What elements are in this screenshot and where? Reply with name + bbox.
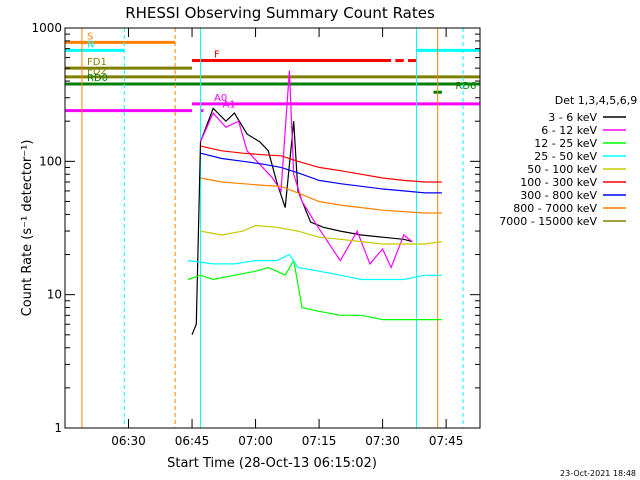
series-line bbox=[200, 152, 442, 194]
y-tick-label: 1000 bbox=[31, 21, 62, 35]
y-axis-label: Count Rate (s⁻¹ detector⁻¹) bbox=[20, 140, 35, 317]
x-tick-label: 07:15 bbox=[302, 434, 337, 448]
y-tick-label: 1 bbox=[54, 421, 62, 435]
timestamp: 23-Oct-2021 18:48 bbox=[560, 469, 636, 478]
legend-entry: 6 - 12 keV bbox=[541, 124, 597, 137]
flag-label: S bbox=[87, 31, 93, 42]
legend-entry: 12 - 25 keV bbox=[534, 137, 597, 150]
series-line bbox=[200, 224, 442, 245]
flag-label: FD1 bbox=[87, 57, 107, 68]
marker-layer bbox=[81, 28, 464, 428]
flag-label: RD6 bbox=[455, 81, 476, 92]
legend-entry: 100 - 300 keV bbox=[520, 176, 597, 189]
x-tick-label: 06:45 bbox=[175, 434, 210, 448]
legend-entry: 800 - 7000 keV bbox=[513, 202, 597, 215]
plot-frame bbox=[64, 27, 481, 429]
series-line bbox=[187, 253, 442, 281]
legend-entry: 50 - 100 keV bbox=[527, 163, 597, 176]
flag-label: F bbox=[214, 50, 220, 61]
series-line bbox=[200, 177, 442, 214]
flag-label: RD0 bbox=[87, 73, 108, 84]
legend-title: Det 1,3,4,5,6,9 bbox=[555, 94, 638, 107]
x-tick-label: 06:30 bbox=[111, 434, 146, 448]
flag-label: FD2 bbox=[87, 66, 107, 77]
flag-label: N bbox=[87, 39, 94, 50]
legend-entry: 25 - 50 keV bbox=[534, 150, 597, 163]
flag-label: A0 bbox=[214, 93, 227, 104]
series-line bbox=[200, 145, 442, 183]
legend-entry: 3 - 6 keV bbox=[548, 111, 597, 124]
chart-title: RHESSI Observing Summary Count Rates bbox=[125, 4, 435, 22]
x-tick-label: 07:30 bbox=[365, 434, 400, 448]
legend-entry: 7000 - 15000 keV bbox=[499, 215, 597, 228]
series-line bbox=[199, 70, 413, 270]
legend-entry: 300 - 800 keV bbox=[520, 189, 597, 202]
x-tick-label: 07:00 bbox=[238, 434, 273, 448]
x-tick-label: 07:45 bbox=[429, 434, 464, 448]
y-tick-label: 100 bbox=[39, 154, 62, 168]
x-axis-label: Start Time (28-Oct-13 06:15:02) bbox=[167, 456, 377, 471]
flag-label: A1 bbox=[223, 100, 236, 111]
axis-layer: 06:30 06:45 07:00 07:15 07:30 07:45 1 10 100 1000 bbox=[31, 21, 480, 448]
series-layer bbox=[187, 70, 442, 336]
y-tick-label: 10 bbox=[47, 288, 62, 302]
